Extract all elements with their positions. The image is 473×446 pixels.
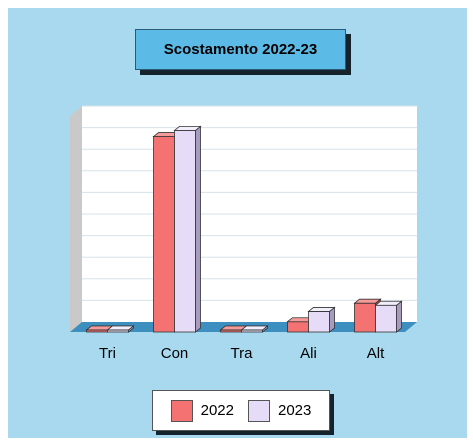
chart-legend: 2022 2023 bbox=[152, 390, 330, 431]
x-tick-label-tri: Tri bbox=[99, 345, 116, 362]
bar-2023-Con bbox=[173, 125, 202, 333]
bar-2023-Alt bbox=[374, 300, 403, 333]
x-tick-label-tra: Tra bbox=[231, 345, 254, 362]
legend-item-2023: 2023 bbox=[248, 399, 312, 422]
x-tick-label-con: Con bbox=[161, 345, 189, 362]
legend-item-2022: 2022 bbox=[170, 399, 234, 422]
chart-title: Scostamento 2022-23 bbox=[163, 41, 318, 58]
legend-swatch-2022 bbox=[170, 399, 193, 422]
legend-swatch-2023 bbox=[248, 399, 270, 422]
x-tick-label-ali: Ali bbox=[300, 345, 317, 362]
legend-label-2023: 2023 bbox=[278, 402, 312, 419]
x-tick-label-alt: Alt bbox=[367, 345, 385, 362]
bar-2023-Tra bbox=[240, 325, 269, 333]
bar-2023-Ali bbox=[307, 306, 336, 333]
chart-title-box: Scostamento 2022-23 bbox=[135, 29, 346, 70]
plot-side-wall bbox=[70, 106, 82, 332]
bar-2023-Tri bbox=[106, 325, 135, 333]
legend-label-2022: 2022 bbox=[200, 402, 234, 419]
